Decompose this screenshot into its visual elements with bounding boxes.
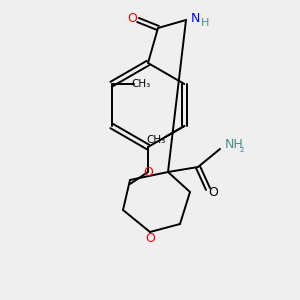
Text: O: O — [127, 13, 137, 26]
Text: CH₃: CH₃ — [131, 79, 150, 89]
Text: O: O — [208, 187, 218, 200]
Text: H: H — [201, 18, 209, 28]
Text: NH: NH — [225, 139, 244, 152]
Text: ₂: ₂ — [240, 144, 244, 154]
Text: CH₃: CH₃ — [147, 135, 166, 145]
Text: O: O — [143, 166, 153, 178]
Text: O: O — [145, 232, 155, 244]
Text: N: N — [191, 13, 200, 26]
